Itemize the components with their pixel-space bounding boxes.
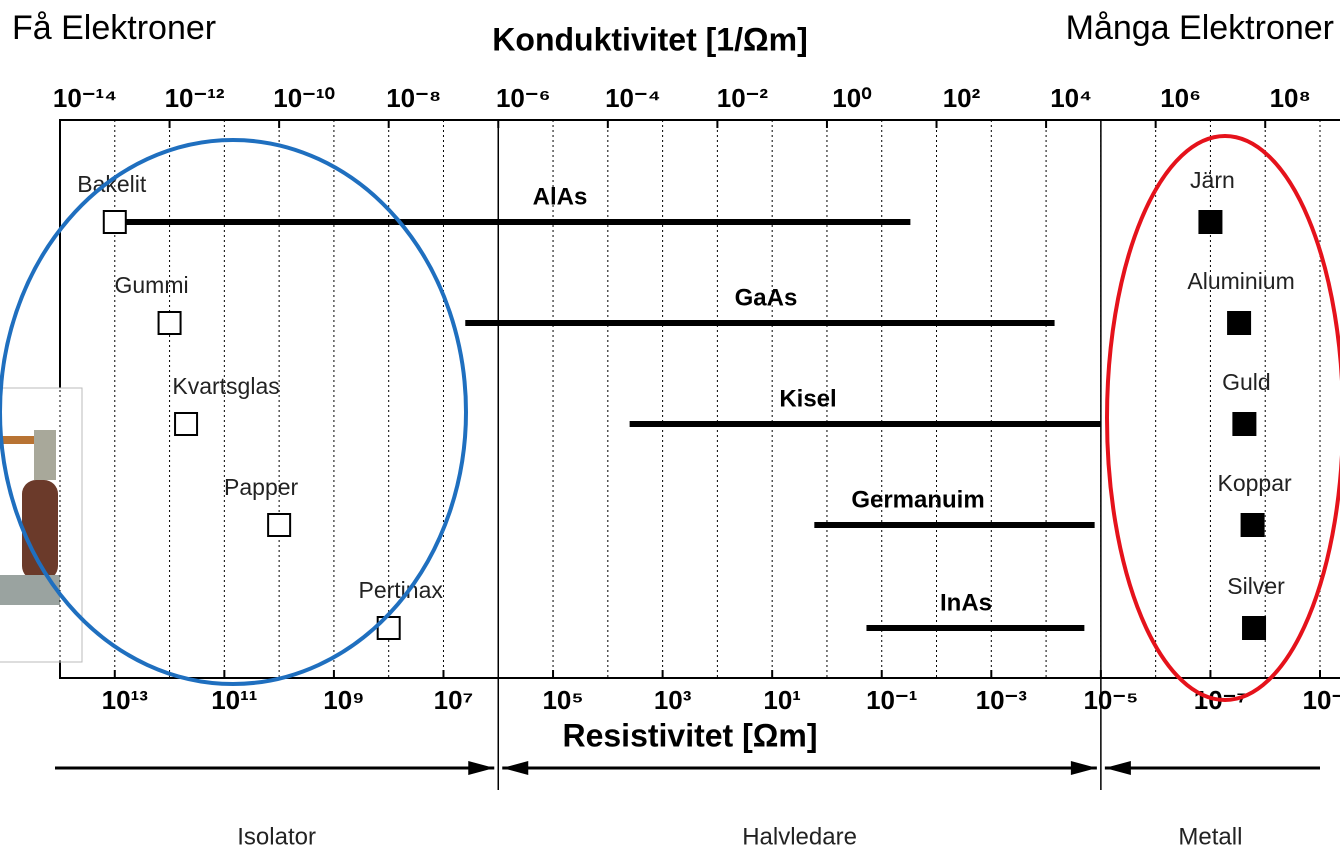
insulator-marker (268, 514, 290, 536)
x2-tick-label: 10⁰ (832, 83, 871, 113)
bar-label: Kisel (779, 385, 836, 412)
x2-tick-label: 10⁻⁶ (496, 83, 551, 113)
x2-tick-label: 10⁻⁴ (605, 83, 661, 113)
region-label: Metall (1178, 823, 1242, 850)
x2-tick-label: 10⁻¹⁴ (53, 83, 117, 113)
metal-marker (1232, 412, 1256, 436)
x2-tick-label: 10⁻² (717, 83, 769, 113)
region-label: Isolator (237, 823, 316, 850)
metal-marker (1241, 513, 1265, 537)
region-arrow (468, 761, 494, 775)
material-label: Kvartsglas (172, 373, 279, 399)
region-label: Halvledare (742, 823, 857, 850)
x-tick-label: 10³ (654, 685, 692, 715)
material-label: Papper (224, 474, 299, 500)
x-tick-label: 10⁻⁵ (1083, 685, 1138, 715)
x-axis-title: Resistivitet [Ωm] (562, 717, 817, 753)
insulator-marker (175, 413, 197, 435)
material-label: Gummi (115, 272, 189, 298)
material-label: Järn (1190, 167, 1235, 193)
bar-label: AlAs (533, 183, 588, 210)
x2-tick-label: 10⁻¹⁰ (273, 83, 335, 113)
x-tick-label: 10⁹ (323, 685, 364, 715)
x-tick-label: 10⁷ (434, 685, 474, 715)
material-label: Koppar (1218, 470, 1293, 496)
insulator-photo (0, 388, 82, 662)
x-tick-label: 10⁻³ (976, 685, 1028, 715)
bar-label: GaAs (735, 284, 798, 311)
x2-axis-title: Konduktivitet [1/Ωm] (492, 21, 807, 57)
x2-tick-label: 10² (943, 83, 981, 113)
region-arrow (502, 761, 528, 775)
insulator-marker (104, 211, 126, 233)
material-label: Guld (1222, 369, 1271, 395)
metal-marker (1242, 616, 1266, 640)
x-tick-label: 10¹ (763, 685, 801, 715)
x-tick-label: 10¹¹ (211, 685, 257, 715)
photo-clamp (34, 430, 56, 480)
annotation-right: Många Elektroner (1066, 9, 1334, 47)
annotation-left: Få Elektroner (12, 9, 216, 47)
x2-tick-label: 10⁻¹² (165, 83, 225, 113)
chart: Få Elektroner Många Elektroner Konduktiv… (0, 0, 1340, 856)
metal-marker (1198, 210, 1222, 234)
x-tick-label: 10⁻¹ (866, 685, 917, 715)
region-arrow (1071, 761, 1097, 775)
bar-label: InAs (940, 589, 992, 616)
x-tick-label: 10¹³ (102, 685, 149, 715)
metal-marker (1227, 311, 1251, 335)
metal-ellipse (1107, 136, 1340, 700)
bar-label: Germanuim (851, 486, 984, 513)
region-arrow (1105, 761, 1131, 775)
material-label: Silver (1227, 573, 1285, 599)
x-tick-label: 10⁵ (542, 685, 583, 715)
insulator-marker (159, 312, 181, 334)
x2-tick-label: 10⁻⁸ (386, 83, 441, 113)
x2-tick-label: 10⁴ (1050, 83, 1092, 113)
x-tick-label: 10⁻⁹ (1303, 685, 1340, 715)
material-label: Aluminium (1187, 268, 1294, 294)
x2-tick-label: 10⁸ (1270, 83, 1311, 113)
x2-tick-label: 10⁶ (1160, 83, 1201, 113)
material-label: Bakelit (77, 171, 147, 197)
